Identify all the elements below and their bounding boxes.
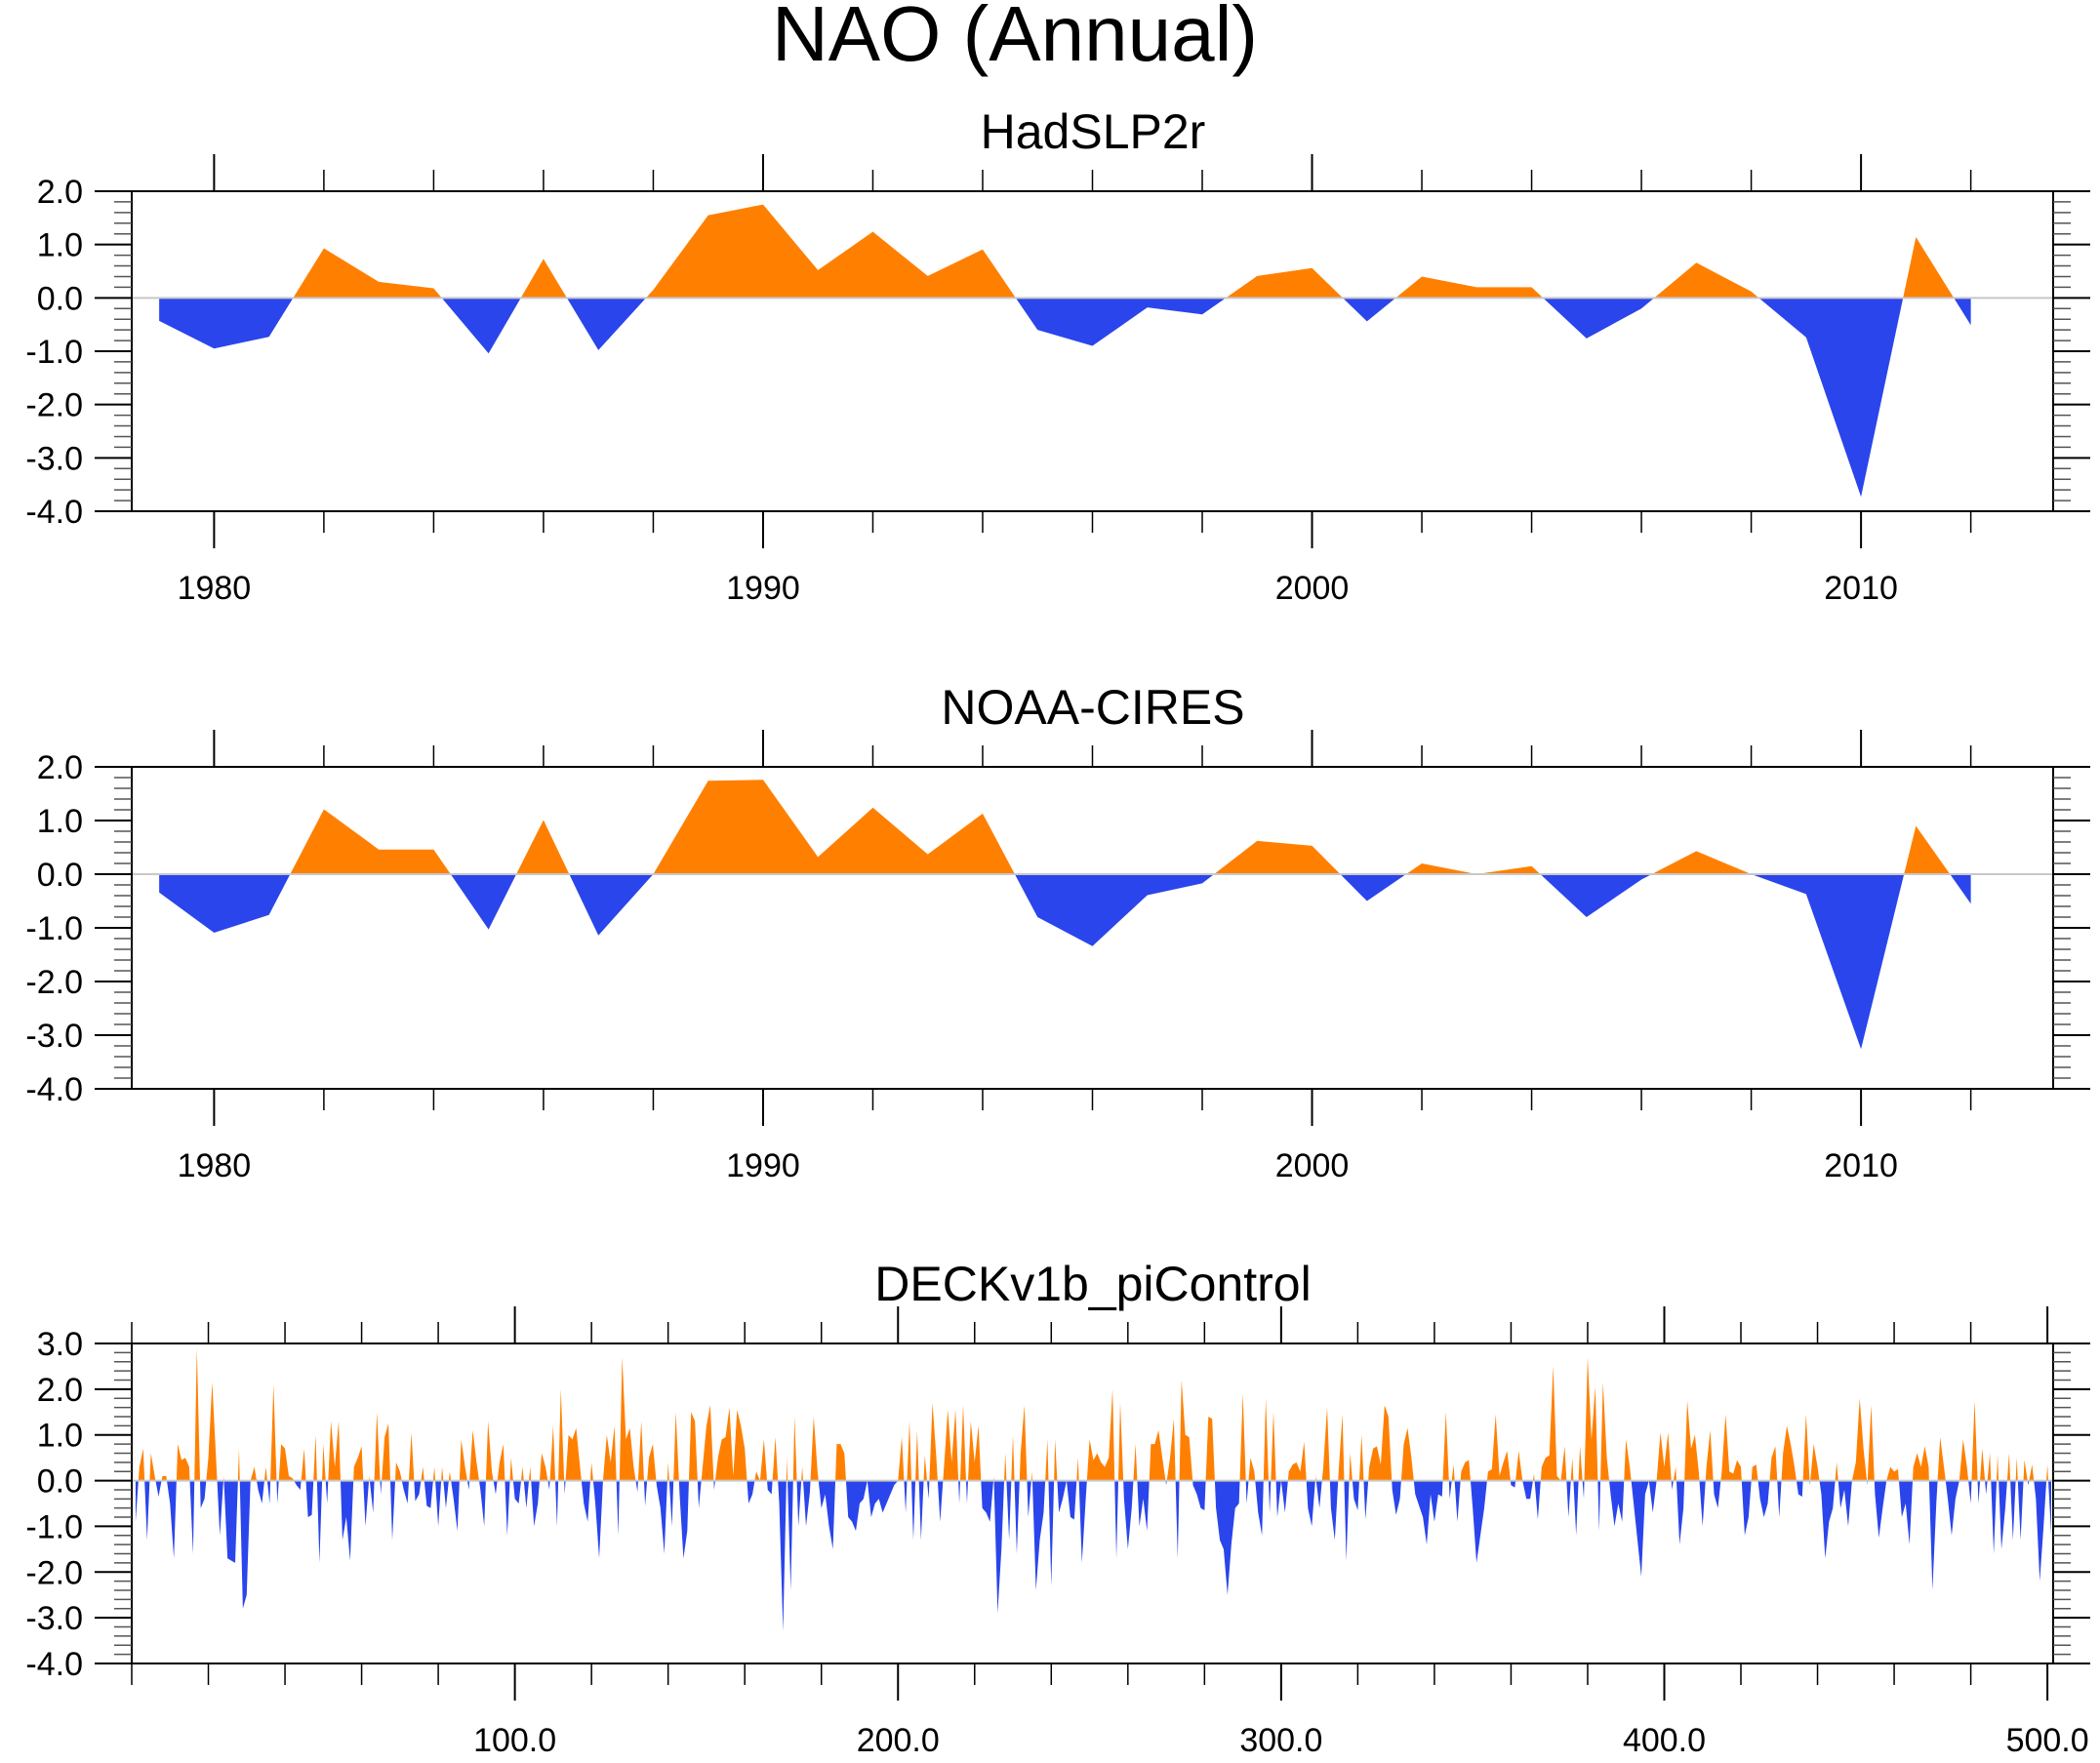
panel-title: DECKv1b_piControl xyxy=(874,1257,1311,1311)
panel-deckv1b-picontrol: DECKv1b_piControl 3.0 2.0 1.0 0.0 -1.0 -2.0 -3… xyxy=(25,1257,2090,1759)
x-tick-label: 500.0 xyxy=(2006,1722,2089,1759)
y-tick-label: -2.0 xyxy=(25,387,83,424)
y-tick-label: 1.0 xyxy=(37,803,83,840)
plot-frame xyxy=(131,1342,2054,1664)
x-tick-label: 200.0 xyxy=(857,1722,940,1759)
positive-area xyxy=(135,1347,2052,1481)
negative-area xyxy=(135,1480,2052,1632)
x-tick-label: 2010 xyxy=(1824,1147,1898,1184)
x-tick-label: 1980 xyxy=(178,570,252,607)
y-tick-label: 2.0 xyxy=(37,749,83,786)
x-tick-label: 100.0 xyxy=(473,1722,556,1759)
x-tick-label: 400.0 xyxy=(1623,1722,1706,1759)
y-tick-label: -3.0 xyxy=(25,440,83,477)
panel-hadslp2r: HadSLP2r 2.0 1.0 0.0 -1.0 -2.0 -3.0 -4.0 1980 19… xyxy=(25,104,2090,607)
y-tick-label: -2.0 xyxy=(25,964,83,1001)
figure-title: NAO (Annual) xyxy=(772,0,1258,77)
y-tick-label: 2.0 xyxy=(37,1372,83,1409)
x-tick-label: 2010 xyxy=(1824,570,1898,607)
positive-area xyxy=(159,780,1971,874)
plot-frame xyxy=(131,190,2054,512)
y-tick-label: 0.0 xyxy=(37,1463,83,1501)
panel-title: NOAA-CIRES xyxy=(941,680,1244,735)
x-tick-label: 2000 xyxy=(1275,570,1350,607)
negative-area xyxy=(159,874,1971,1050)
panel-noaa-cires: NOAA-CIRES 2.0 1.0 0.0 -1.0 -2.0 -3.0 -4.0 1980… xyxy=(25,680,2090,1184)
y-tick-label: -1.0 xyxy=(25,1508,83,1545)
y-tick-label: -1.0 xyxy=(25,334,83,371)
x-tick-label: 1990 xyxy=(726,1147,800,1184)
x-tick-label: 1980 xyxy=(178,1147,252,1184)
negative-area xyxy=(159,298,1971,498)
positive-area xyxy=(159,204,1971,299)
y-tick-label: 3.0 xyxy=(37,1326,83,1363)
y-tick-label: 0.0 xyxy=(37,280,83,317)
y-tick-label: -4.0 xyxy=(25,1646,83,1683)
x-tick-label: 300.0 xyxy=(1239,1722,1322,1759)
y-tick-label: -3.0 xyxy=(25,1600,83,1637)
x-tick-label: 2000 xyxy=(1275,1147,1350,1184)
y-tick-label: 0.0 xyxy=(37,857,83,894)
x-tick-label: 1990 xyxy=(726,570,800,607)
y-tick-label: 1.0 xyxy=(37,1418,83,1455)
y-tick-label: -4.0 xyxy=(25,494,83,531)
y-tick-label: -4.0 xyxy=(25,1071,83,1108)
y-tick-label: -2.0 xyxy=(25,1554,83,1591)
y-tick-label: -1.0 xyxy=(25,910,83,947)
panel-title: HadSLP2r xyxy=(981,104,1206,159)
y-tick-label: 1.0 xyxy=(37,227,83,264)
y-tick-label: -3.0 xyxy=(25,1018,83,1055)
y-tick-label: 2.0 xyxy=(37,174,83,211)
